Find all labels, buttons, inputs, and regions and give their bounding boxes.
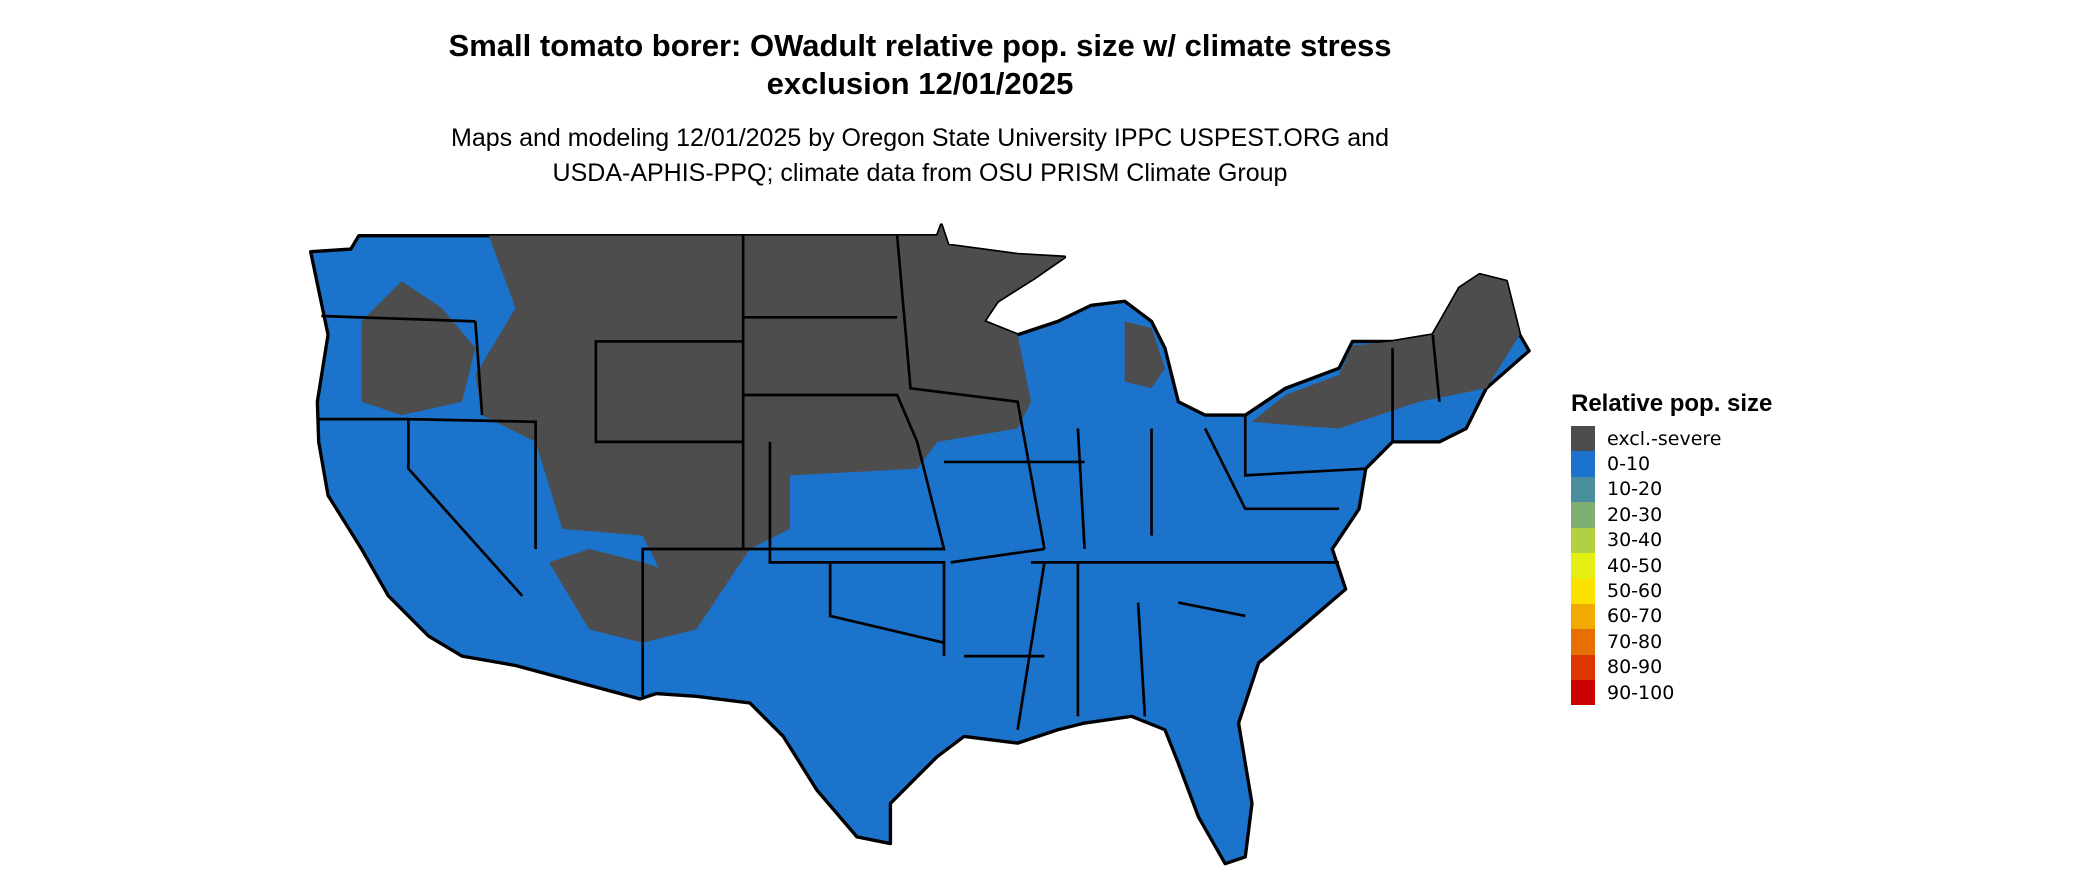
legend-swatch	[1571, 527, 1595, 553]
legend-item: 90-100	[1571, 679, 1772, 706]
legend-item: 70-80	[1571, 629, 1772, 655]
excluded-region-southwest	[548, 548, 724, 643]
legend-item: 10-20	[1571, 476, 1772, 503]
legend-item: 50-60	[1571, 578, 1772, 604]
map-title-line1: Small tomato borer: OWadult relative pop…	[448, 28, 1392, 63]
legend-swatch	[1571, 426, 1595, 452]
legend-item: 20-30	[1571, 502, 1772, 528]
legend-label: excl.-severe	[1607, 427, 1722, 450]
legend-item: 30-40	[1571, 527, 1772, 553]
excluded-region-northwest	[361, 281, 476, 416]
excluded-region-northeast	[1251, 274, 1520, 429]
legend-label: 40-50	[1607, 554, 1663, 577]
map-subtitle-line1: Maps and modeling 12/01/2025 by Oregon S…	[451, 124, 1389, 152]
legend-swatch	[1571, 502, 1595, 528]
legend-label: 20-30	[1607, 503, 1663, 526]
legend-swatch	[1571, 603, 1595, 630]
legend-item: 0-10	[1571, 451, 1772, 477]
map-title-line2: exclusion 12/01/2025	[766, 66, 1074, 101]
excluded-region-north-central	[475, 224, 1065, 590]
legend-swatch	[1571, 451, 1595, 477]
legend-label: 0-10	[1607, 453, 1651, 476]
legend-item: excl.-severe	[1571, 426, 1772, 452]
legend-item: 80-90	[1571, 654, 1772, 680]
legend-item: 60-70	[1571, 603, 1772, 630]
state-boundaries	[317, 235, 1441, 730]
legend-label: 90-100	[1607, 681, 1675, 704]
legend: Relative pop. size excl.-severe 0-10 10-20…	[1571, 390, 1773, 706]
legend-title: Relative pop. size	[1571, 390, 1773, 417]
legend-swatch	[1571, 629, 1595, 655]
legend-item: 40-50	[1571, 552, 1772, 579]
legend-label: 60-70	[1607, 605, 1663, 628]
legend-label: 70-80	[1607, 630, 1663, 653]
legend-label: 80-90	[1607, 656, 1663, 679]
legend-label: 10-20	[1607, 478, 1663, 501]
legend-swatch	[1571, 679, 1595, 706]
legend-swatch	[1571, 476, 1595, 503]
legend-swatch	[1571, 552, 1595, 579]
legend-swatch	[1571, 578, 1595, 604]
legend-label: 30-40	[1607, 529, 1663, 552]
map-subtitle-line2: USDA-APHIS-PPQ; climate data from OSU PR…	[552, 159, 1288, 187]
legend-swatch	[1571, 654, 1595, 680]
legend-label: 50-60	[1607, 580, 1663, 603]
